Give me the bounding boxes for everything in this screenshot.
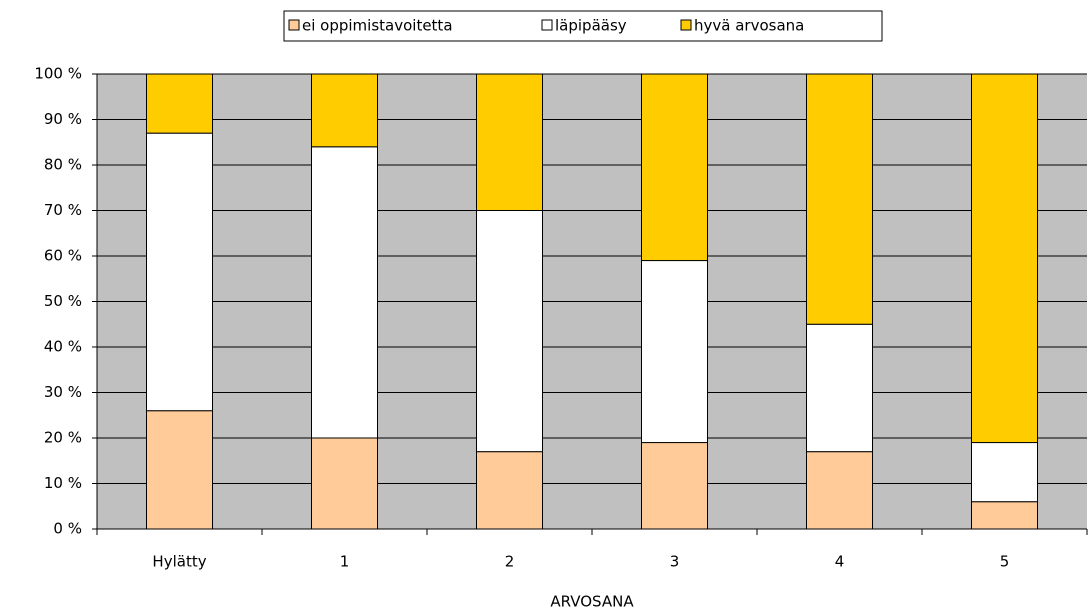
bar-segment: [476, 210, 543, 453]
legend-label: läpipääsy: [555, 17, 627, 35]
y-tick-label: 70 %: [44, 201, 82, 219]
bar-segment: [806, 323, 873, 453]
bar-segment: [971, 442, 1038, 503]
bar-segment: [806, 451, 873, 530]
bar-segment: [806, 73, 873, 325]
y-tick-label: 0 %: [53, 520, 82, 538]
bar-segment: [641, 442, 708, 530]
y-tick-label: 40 %: [44, 338, 82, 356]
legend-box: [283, 10, 883, 42]
legend-label: hyvä arvosana: [694, 17, 804, 35]
x-tick-label: 4: [835, 553, 845, 571]
bar-segment: [311, 73, 378, 148]
y-tick-label: 20 %: [44, 429, 82, 447]
bar-segment: [146, 73, 213, 134]
bar-segment: [146, 410, 213, 530]
bar-segment: [641, 260, 708, 444]
y-tick-label: 50 %: [44, 292, 82, 310]
legend-swatch: [288, 19, 300, 31]
bar-segment: [311, 437, 378, 530]
y-tick-label: 80 %: [44, 156, 82, 174]
bar-segment: [641, 73, 708, 262]
x-tick-label: 5: [1000, 553, 1010, 571]
bar-segment: [971, 501, 1038, 530]
x-tick-label: 3: [670, 553, 680, 571]
y-tick-label: 90 %: [44, 110, 82, 128]
x-tick-label: Hylätty: [152, 553, 206, 571]
bar-segment: [971, 73, 1038, 444]
legend-swatch: [541, 19, 553, 31]
bar-segment: [476, 73, 543, 211]
bar-segment: [476, 451, 543, 530]
x-tick-label: 1: [340, 553, 350, 571]
bar-segment: [311, 146, 378, 439]
y-tick-label: 60 %: [44, 247, 82, 265]
bar-segment: [146, 132, 213, 412]
y-tick-label: 30 %: [44, 383, 82, 401]
x-axis-title: ARVOSANA: [550, 593, 634, 610]
y-tick-label: 100 %: [34, 65, 82, 83]
legend-label: ei oppimistavoitetta: [302, 17, 453, 35]
y-tick-label: 10 %: [44, 474, 82, 492]
legend-swatch: [680, 19, 692, 31]
x-tick-label: 2: [505, 553, 515, 571]
